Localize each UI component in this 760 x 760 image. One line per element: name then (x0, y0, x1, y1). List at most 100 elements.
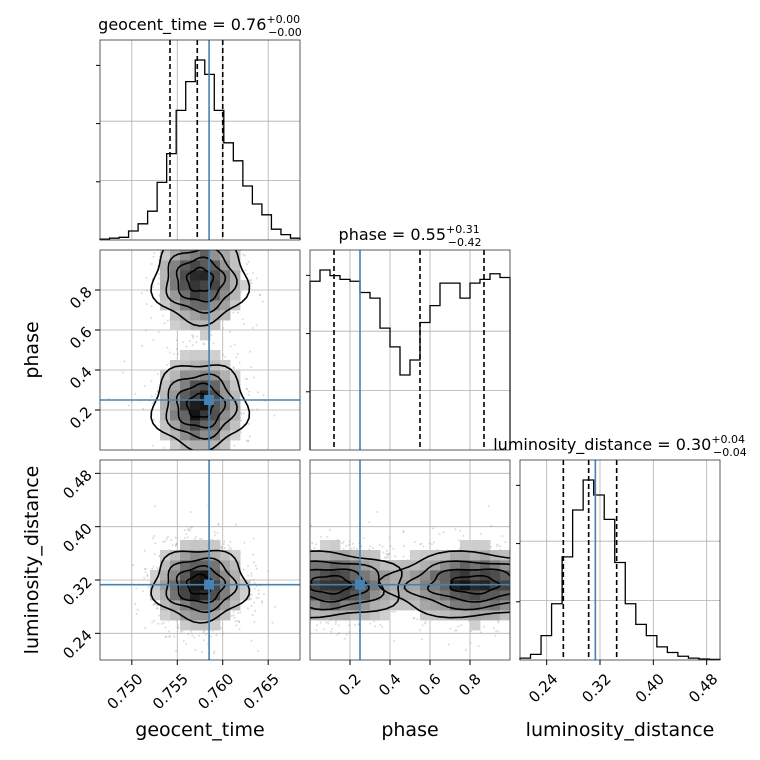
sample-point (206, 632, 209, 635)
sample-point (203, 629, 206, 632)
density-cell (200, 430, 211, 441)
density-cell (340, 610, 351, 621)
sample-point (170, 539, 173, 542)
sample-point (156, 372, 159, 375)
sample-point (227, 544, 230, 547)
density-cell (500, 570, 510, 581)
density-cell (180, 250, 191, 261)
hist-panel-luminosity_distance: luminosity_distance = 0.30+0.04 −0.04 (493, 433, 747, 661)
sample-point (257, 596, 260, 599)
density-cell (170, 370, 181, 381)
x-tick-label: 0.4 (375, 670, 405, 700)
sample-point (143, 384, 146, 387)
sample-point (490, 524, 493, 527)
sample-point (175, 542, 178, 545)
density-cell (400, 590, 411, 601)
sample-point (387, 552, 390, 555)
density-cell (390, 570, 401, 581)
density-cell (310, 570, 321, 581)
sample-point (158, 614, 161, 617)
sample-point (518, 590, 520, 592)
density-cell (160, 550, 171, 561)
sample-point (214, 534, 217, 537)
sample-point (424, 621, 427, 624)
sample-point (418, 629, 421, 632)
sample-point (479, 532, 482, 535)
sample-point (151, 401, 154, 404)
density-cell (480, 570, 491, 581)
density-cell (450, 550, 461, 561)
density-cell (230, 260, 241, 271)
x-axis-label-luminosity_distance: luminosity_distance (526, 719, 715, 741)
sample-point (250, 604, 253, 607)
sample-point (330, 630, 333, 633)
sample-point (301, 558, 303, 560)
sample-point (173, 635, 176, 638)
sample-point (135, 587, 138, 590)
density-cell (220, 440, 231, 450)
sample-point (140, 344, 143, 347)
sample-point (302, 571, 304, 573)
sample-point (368, 521, 371, 524)
sample-point (153, 619, 156, 622)
sample-point (150, 263, 153, 266)
sample-point (203, 343, 206, 346)
panel-2d-geocent_time-phase (99, 240, 301, 458)
sample-point (305, 575, 307, 577)
sample-point (307, 585, 309, 587)
sample-point (212, 342, 215, 345)
sample-point (386, 555, 389, 558)
sample-point (136, 608, 139, 611)
sample-point (229, 548, 232, 551)
sample-point (516, 630, 518, 632)
sample-point (353, 546, 356, 549)
sample-point (345, 633, 348, 636)
sample-point (421, 624, 424, 627)
sample-point (515, 592, 517, 594)
sample-point (247, 393, 250, 396)
sample-point (510, 628, 512, 630)
sample-point (183, 537, 186, 540)
sample-point (307, 595, 309, 597)
title-plus: +0.31 (446, 223, 480, 236)
sample-point (246, 607, 249, 610)
sample-point (202, 631, 205, 634)
sample-point (217, 522, 220, 525)
density-cell (150, 590, 161, 601)
sample-point (213, 650, 216, 653)
density-cell (330, 540, 341, 551)
sample-point (304, 530, 306, 532)
density-cell (160, 300, 171, 311)
density-cell (180, 270, 191, 281)
density-cell (330, 600, 341, 611)
sample-point (171, 456, 173, 458)
sample-point (219, 240, 221, 242)
sample-point (223, 540, 226, 543)
sample-point (477, 645, 480, 648)
title-name: luminosity_distance (493, 435, 652, 455)
density-cell (180, 260, 191, 271)
sample-point (306, 578, 308, 580)
density-cell (200, 610, 211, 621)
sample-point (253, 601, 256, 604)
sample-point (246, 377, 249, 380)
sample-point (142, 407, 145, 410)
sample-point (511, 594, 513, 596)
sample-point (177, 626, 180, 629)
sample-point (236, 245, 238, 247)
density-cell (200, 310, 211, 321)
panel-frame (99, 249, 301, 451)
density-cell (160, 380, 171, 391)
density-cell (390, 600, 401, 611)
sample-point (305, 573, 307, 575)
density-cell (330, 550, 341, 561)
sample-point (343, 637, 346, 640)
sample-point (304, 553, 306, 555)
sample-point (393, 640, 396, 643)
density-cell (160, 610, 171, 621)
sample-point (353, 623, 356, 626)
density-cell (380, 600, 391, 611)
sample-point (246, 440, 249, 443)
sample-point (189, 510, 192, 513)
density-cell (230, 430, 241, 441)
